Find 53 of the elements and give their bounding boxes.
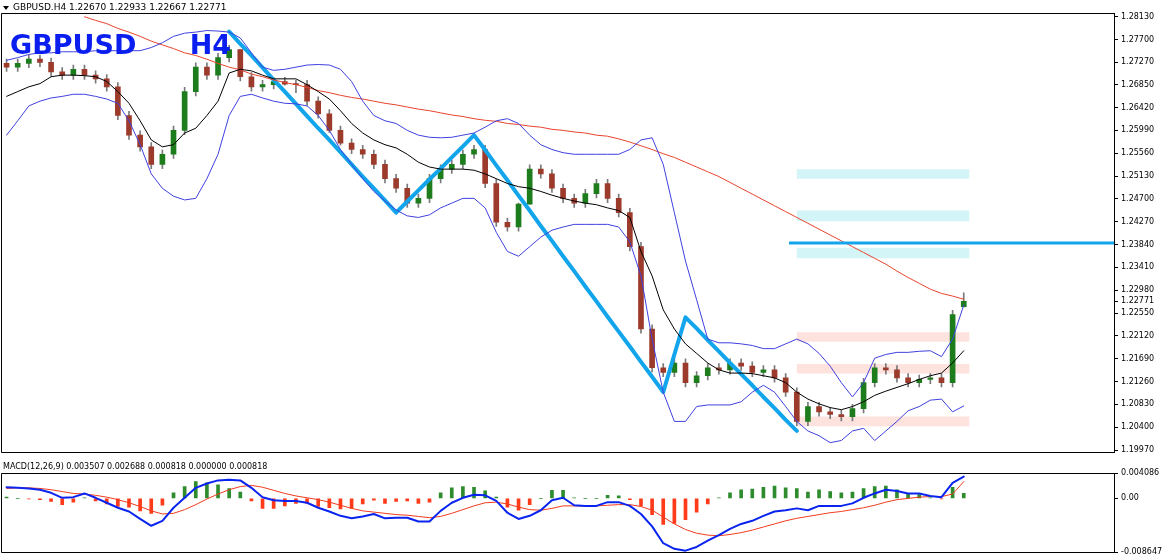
y-tick-label: 1.22980 <box>1121 285 1155 295</box>
y-tick-label: 1.23410 <box>1121 262 1155 272</box>
y-tick-label: 1.26420 <box>1121 102 1155 112</box>
bar <box>449 487 454 499</box>
y-tick-label: 1.19970 <box>1121 445 1155 455</box>
y-tick-label: 1.24270 <box>1121 216 1155 226</box>
y-tick-label: 1.22771 <box>1121 296 1155 306</box>
chart-subtitle: GBPUSD.H4 1.22670 1.22933 1.22667 1.22771 <box>13 2 227 12</box>
y-tick-label: 1.21260 <box>1121 376 1155 386</box>
y-tick-label: 1.25560 <box>1121 148 1155 158</box>
bar <box>839 492 844 499</box>
y-tick-label: 1.21690 <box>1121 353 1155 363</box>
y-tick-label: 1.27700 <box>1121 34 1155 44</box>
bar <box>750 488 755 499</box>
bar <box>794 488 799 499</box>
bar <box>49 498 53 502</box>
bar <box>661 498 666 525</box>
bar <box>650 498 654 515</box>
y-tick-label: 1.25990 <box>1121 125 1155 135</box>
bar <box>372 498 376 501</box>
text: GBPUSD H4 <box>10 29 232 60</box>
chart-title: MACD(12,26,9) 0.003507 0.002688 0.000818 0.000000 0.000818 <box>3 462 268 471</box>
bar <box>961 493 966 499</box>
bar <box>561 490 565 499</box>
bar <box>550 490 554 499</box>
bar <box>60 498 65 505</box>
y-tick-label: 1.25130 <box>1121 171 1155 181</box>
bar <box>817 489 821 499</box>
bar <box>238 491 243 499</box>
bar <box>383 498 387 504</box>
y-tick-label: -0.008647 <box>1121 547 1163 557</box>
y-tick-label: 1.20400 <box>1121 422 1155 432</box>
bar <box>527 498 532 505</box>
y-tick-label: 0.00 <box>1121 493 1139 503</box>
y-tick-label: 1.22550 <box>1121 308 1155 318</box>
y-tick-label: 1.26850 <box>1121 79 1155 89</box>
bar <box>828 491 833 499</box>
y-tick-label: 1.23840 <box>1121 239 1155 249</box>
y-tick-label: 1.28130 <box>1121 11 1155 21</box>
y-tick-label: 1.20830 <box>1121 399 1155 409</box>
bar <box>149 498 154 514</box>
y-tick-label: 1.22120 <box>1121 330 1155 340</box>
bar <box>360 498 365 505</box>
y-tick-label: 1.24700 <box>1121 193 1155 203</box>
y-tick-label: 1.27270 <box>1121 57 1155 67</box>
bar <box>806 491 810 499</box>
bar <box>394 498 398 502</box>
bar <box>728 492 732 499</box>
bar <box>216 484 220 499</box>
bar <box>705 498 710 505</box>
bar <box>639 498 643 507</box>
y-tick-label: 0.004086 <box>1121 468 1160 478</box>
bar <box>739 489 743 499</box>
